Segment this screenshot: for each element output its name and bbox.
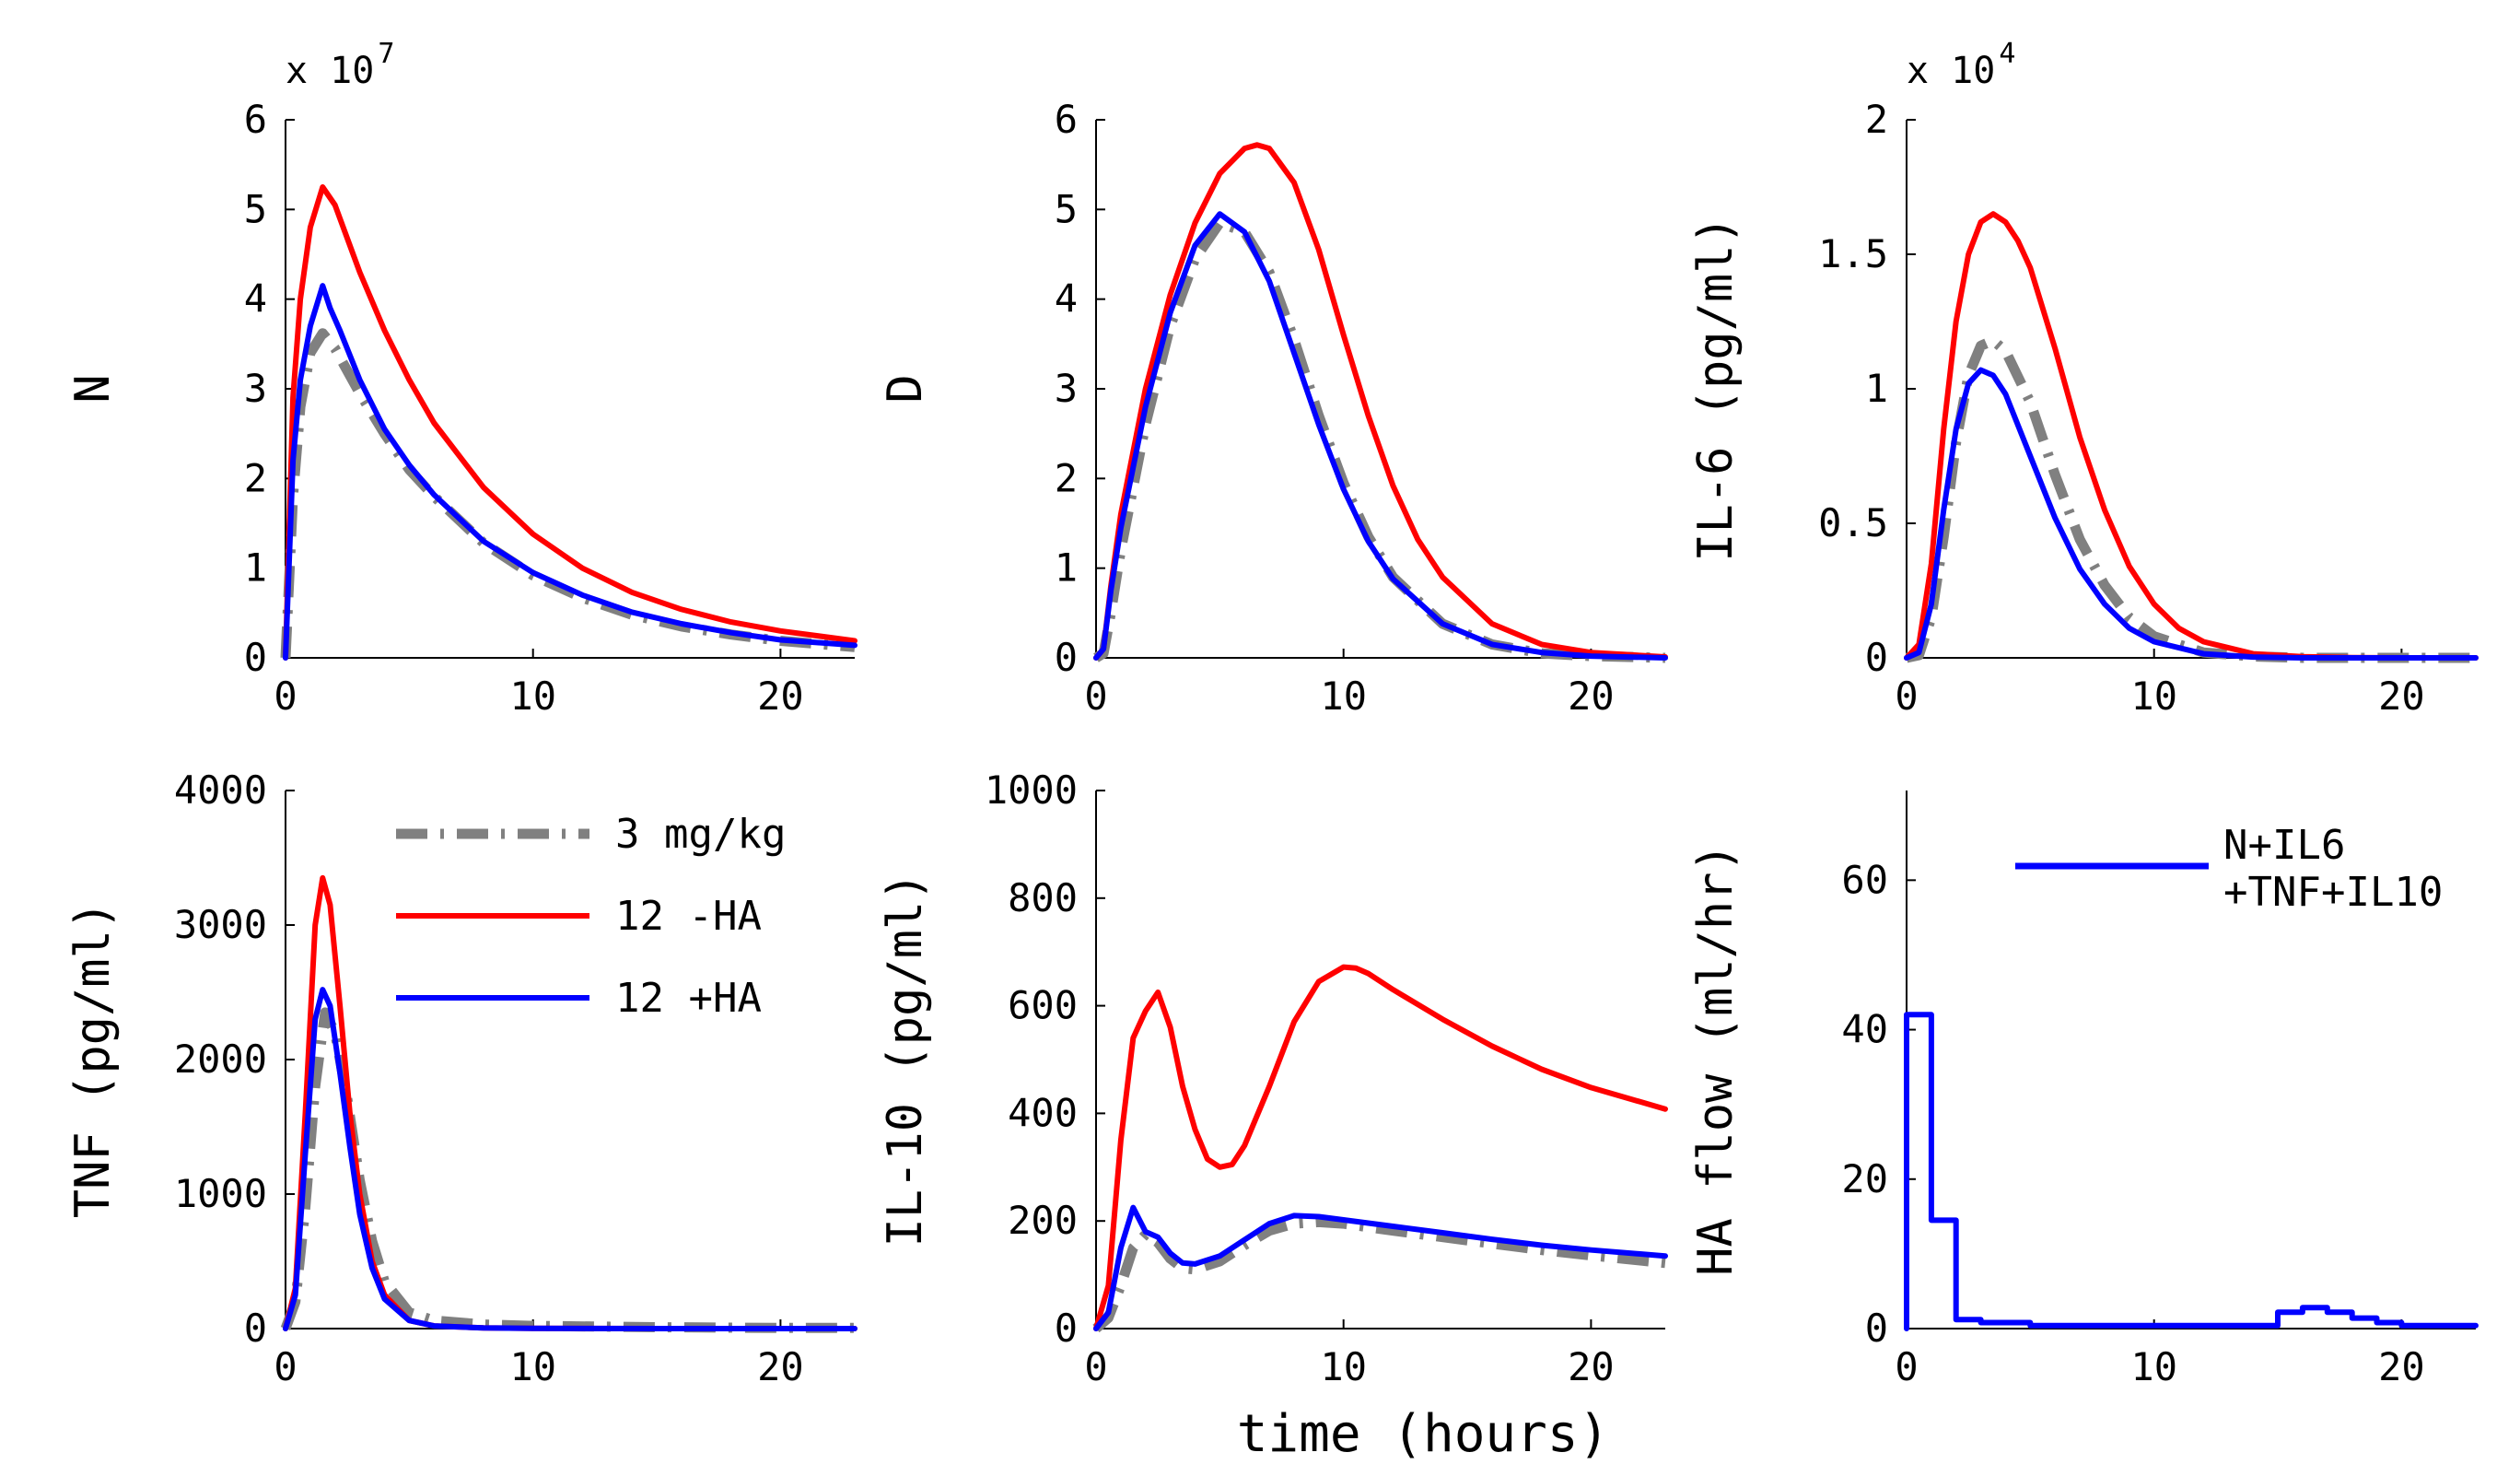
y-tick-label: 60 <box>1841 857 1888 902</box>
series-line-12-ha <box>283 283 858 661</box>
y-tick-label: 1000 <box>174 1171 267 1216</box>
series-line-12-ha <box>1093 964 1668 1331</box>
series-line-n-il6-tnf-il10 <box>1904 1012 2479 1331</box>
y-tick-label: 0 <box>1055 635 1078 680</box>
series-line-12-ha <box>1904 367 2479 661</box>
x-tick-label: 0 <box>1895 1344 1918 1389</box>
legend-label: 12 +HA <box>615 975 762 1022</box>
x-tick-label: 20 <box>757 1344 804 1389</box>
y-tick-label: 6 <box>1055 97 1078 142</box>
x-tick-label: 10 <box>509 674 556 719</box>
y-tick-label: 4 <box>1055 276 1078 322</box>
series-line-12-ha <box>283 184 858 661</box>
panel-haflow: 0 10 20 0 20 40 60 HA flow (ml/hr) <box>1688 791 2479 1389</box>
y-tick-label: 20 <box>1841 1156 1888 1201</box>
panel-d: 0 10 20 0 1 2 3 4 5 6 D <box>878 97 1668 719</box>
x-tick-label: 10 <box>1320 674 1367 719</box>
x-axis-label: time (hours) <box>1237 1404 1610 1464</box>
y-axis-label: IL-10 (pg/ml) <box>878 873 933 1248</box>
legend-label: N+IL6 <box>2223 822 2345 869</box>
y-tick-label: 400 <box>1008 1090 1078 1135</box>
x-tick-label: 10 <box>2130 674 2177 719</box>
x-tick-label: 20 <box>1568 674 1615 719</box>
x-tick-label: 0 <box>1084 674 1107 719</box>
series-line-12-ha <box>1093 211 1668 661</box>
y-tick-label: 1.5 <box>1818 231 1888 276</box>
y-tick-label: 6 <box>244 97 267 142</box>
x-tick-label: 20 <box>1568 1344 1615 1389</box>
y-tick-label: 0 <box>1865 1306 1888 1351</box>
x-tick-label: 20 <box>757 674 804 719</box>
y-tick-label: 1 <box>1865 366 1888 411</box>
legend-haflow: N+IL6+TNF+IL10 <box>2015 822 2443 916</box>
x-tick-label: 0 <box>274 1344 297 1389</box>
y-tick-label: 800 <box>1008 875 1078 920</box>
y-tick-label: 1 <box>244 545 267 591</box>
x-tick-label: 20 <box>2378 1344 2425 1389</box>
y-tick-label: 0 <box>244 635 267 680</box>
y-tick-label: 3 <box>1055 366 1078 411</box>
x-tick-label: 0 <box>1084 1344 1107 1389</box>
series-line-12-ha <box>283 987 858 1331</box>
y-tick-label: 2 <box>1865 97 1888 142</box>
y-tick-label: 4000 <box>174 767 267 813</box>
x-tick-label: 0 <box>274 674 297 719</box>
legend-label: +TNF+IL10 <box>2223 869 2443 916</box>
y-tick-label: 200 <box>1008 1198 1078 1243</box>
y-tick-label: 0 <box>1865 635 1888 680</box>
panel-tnf: 0 10 20 0 1000 2000 3000 4000 TNF (pg/ml) <box>65 767 858 1389</box>
y-tick-label: 40 <box>1841 1007 1888 1052</box>
y-tick-label: 5 <box>1055 186 1078 231</box>
y-tick-label: 1000 <box>985 767 1078 813</box>
y-tick-label: 1 <box>1055 545 1078 591</box>
legend-tnf: 3 mg/kg 12 -HA 12 +HA <box>396 811 786 1022</box>
y-tick-label: 3 <box>244 366 267 411</box>
y-tick-label: 2 <box>244 455 267 500</box>
x-tick-label: 10 <box>1320 1344 1367 1389</box>
x-tick-label: 20 <box>2378 674 2425 719</box>
axis-multiplier-exponent: 4 <box>1999 38 2015 70</box>
y-axis-label: N <box>65 374 121 403</box>
series-line-3-mg-kg <box>1092 1216 1666 1333</box>
legend-label: 12 -HA <box>615 893 762 940</box>
y-tick-label: 0.5 <box>1818 500 1888 545</box>
series-line-12-ha <box>1093 1204 1668 1331</box>
y-axis-label: D <box>878 374 933 403</box>
y-tick-label: 3000 <box>174 902 267 947</box>
x-tick-label: 10 <box>2130 1344 2177 1389</box>
series-line-12-ha <box>1093 142 1668 661</box>
y-tick-label: 4 <box>244 276 267 322</box>
x-tick-label: 0 <box>1895 674 1918 719</box>
y-axis-label: IL-6 (pg/ml) <box>1688 216 1744 562</box>
x-tick-label: 10 <box>509 1344 556 1389</box>
y-axis-label: TNF (pg/ml) <box>65 901 121 1218</box>
y-tick-label: 600 <box>1008 983 1078 1028</box>
y-tick-label: 0 <box>244 1306 267 1351</box>
y-tick-label: 0 <box>1055 1306 1078 1351</box>
y-tick-label: 2 <box>1055 455 1078 500</box>
y-tick-label: 2000 <box>174 1037 267 1082</box>
y-tick-label: 5 <box>244 186 267 231</box>
axis-multiplier-exponent: 7 <box>378 38 394 70</box>
y-axis-label: HA flow (ml/hr) <box>1688 843 1744 1276</box>
legend-label: 3 mg/kg <box>615 811 786 858</box>
